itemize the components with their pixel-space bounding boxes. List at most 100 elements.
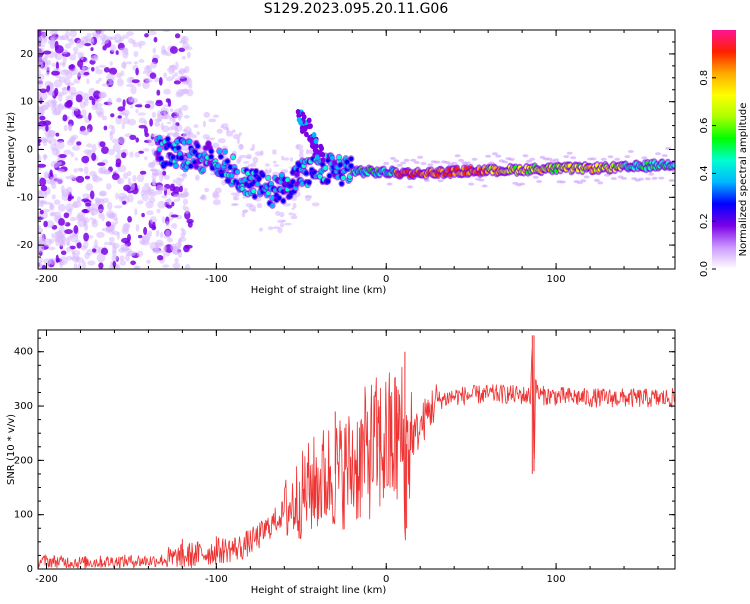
- spectrogram-cell: [148, 192, 157, 197]
- spectrogram-cell: [400, 161, 407, 165]
- spectrogram-cell: [304, 195, 313, 199]
- spectrogram-cell: [119, 255, 125, 261]
- spectrogram-cell: [72, 202, 79, 209]
- spectrogram-cell: [91, 143, 97, 153]
- spectrogram-cell: [187, 221, 193, 228]
- spectrogram-cell: [38, 47, 43, 56]
- y-tick-label: -10: [17, 192, 33, 203]
- spectrogram-cell: [98, 64, 106, 68]
- spectrogram-cell: [245, 153, 252, 160]
- spectrogram-cell: [98, 262, 104, 269]
- y-tick-label: 100: [14, 510, 33, 521]
- spectrogram-cell: [90, 47, 94, 52]
- spectrogram-cell: [76, 214, 84, 222]
- spectrogram-cell: [242, 195, 247, 199]
- spectrogram-cell: [610, 177, 617, 181]
- spectrogram-cell: [92, 248, 97, 253]
- spectrogram-cell: [186, 51, 191, 59]
- spectrogram-cell: [152, 180, 157, 186]
- spectrogram-cell: [100, 247, 109, 255]
- spectrogram-cell: [122, 172, 129, 180]
- spectrogram-cell: [69, 245, 76, 250]
- spectrogram-cell: [75, 175, 85, 183]
- spectrogram-cell: [78, 168, 84, 173]
- y-tick-label: 200: [14, 455, 33, 466]
- spectrogram-cell: [157, 147, 162, 152]
- spectrogram-cell: [307, 136, 312, 142]
- spectrogram-cell: [133, 61, 139, 65]
- spectrogram-cell: [80, 130, 88, 136]
- spectrogram-cell: [86, 249, 93, 256]
- spectrogram-cell: [597, 181, 604, 185]
- spectrogram-cell: [275, 210, 281, 216]
- spectrogram-cell: [188, 84, 193, 89]
- spectrogram-cell: [152, 221, 156, 230]
- spectrogram-cell: [127, 233, 131, 242]
- spectrogram-cell: [103, 125, 108, 131]
- spectrogram-cell: [145, 100, 154, 104]
- spectrogram-cell: [69, 30, 77, 38]
- spectrogram-cell: [58, 218, 65, 226]
- spectrogram-cell: [250, 147, 255, 151]
- spectrogram-cell: [216, 128, 223, 134]
- spectrogram-cell: [83, 99, 89, 107]
- spectrogram-cell: [181, 55, 186, 60]
- spectrogram-cell: [403, 158, 410, 162]
- spectrogram-cell: [146, 210, 154, 216]
- spectrogram-cell: [186, 131, 194, 136]
- spectrogram-cell: [277, 219, 285, 223]
- spectrogram-cell: [149, 196, 156, 204]
- spectrogram-cell: [67, 99, 73, 107]
- spectrogram-cell: [413, 161, 420, 164]
- spectrogram-cell: [170, 108, 174, 112]
- x-tick-label: 0: [383, 574, 389, 585]
- spectrogram-cell: [38, 30, 42, 37]
- spectrogram-cell: [478, 178, 485, 182]
- x-tick-label: 100: [547, 574, 566, 585]
- spectrogram-cell: [112, 260, 117, 268]
- spectrogram-cell: [119, 260, 127, 266]
- spectrogram-cell: [38, 78, 44, 88]
- spectrogram-cell: [157, 200, 166, 209]
- spectrogram-cell: [212, 114, 219, 118]
- spectrogram-cell: [82, 208, 88, 213]
- spectrogram-cell: [143, 226, 148, 236]
- x-tick-label: -100: [205, 274, 228, 285]
- spectrogram-cell: [255, 181, 260, 187]
- spectrogram-cell: [95, 208, 104, 213]
- spectrogram-cell: [83, 149, 92, 155]
- spectrogram-cell: [566, 151, 573, 155]
- spectrogram-cell: [69, 174, 75, 180]
- spectrogram-cell: [135, 266, 139, 269]
- spectrogram-cell: [172, 133, 179, 138]
- spectrogram-cell: [209, 149, 214, 154]
- spectrogram-cell: [167, 237, 173, 243]
- spectrogram-cell: [51, 110, 61, 116]
- spectrogram-cell: [47, 246, 56, 251]
- spectrogram-cell: [114, 205, 123, 209]
- spectrogram-cell: [132, 42, 140, 48]
- colorbar-tick-label: 0.8: [699, 70, 710, 86]
- spectrogram-cell: [152, 47, 157, 54]
- spectrogram-cell: [38, 193, 45, 198]
- spectrogram-cell: [156, 89, 161, 96]
- spectrogram-cell: [175, 61, 179, 71]
- spectrogram-cell: [243, 161, 250, 164]
- spectrogram-cell: [159, 186, 168, 192]
- colorbar-tick-label: 0.2: [699, 213, 710, 229]
- spectrogram-cell: [144, 103, 151, 109]
- spectrogram-cell: [38, 138, 42, 143]
- spectrogram-cell: [125, 254, 130, 262]
- y-tick-label: 20: [20, 49, 33, 60]
- spectrogram-cell: [127, 118, 137, 126]
- spectrogram-cell: [256, 176, 261, 181]
- colorbar-tick-label: 0.0: [699, 261, 710, 277]
- spectrogram-cell: [253, 169, 259, 174]
- spectrogram-cell: [77, 263, 82, 269]
- spectrogram-cell: [154, 190, 163, 195]
- spectrogram-cell: [212, 142, 220, 149]
- spectrogram-cell: [67, 123, 73, 132]
- spectrogram-cell: [302, 126, 308, 132]
- spectrogram-cell: [96, 253, 106, 263]
- spectrogram-cell: [137, 82, 142, 87]
